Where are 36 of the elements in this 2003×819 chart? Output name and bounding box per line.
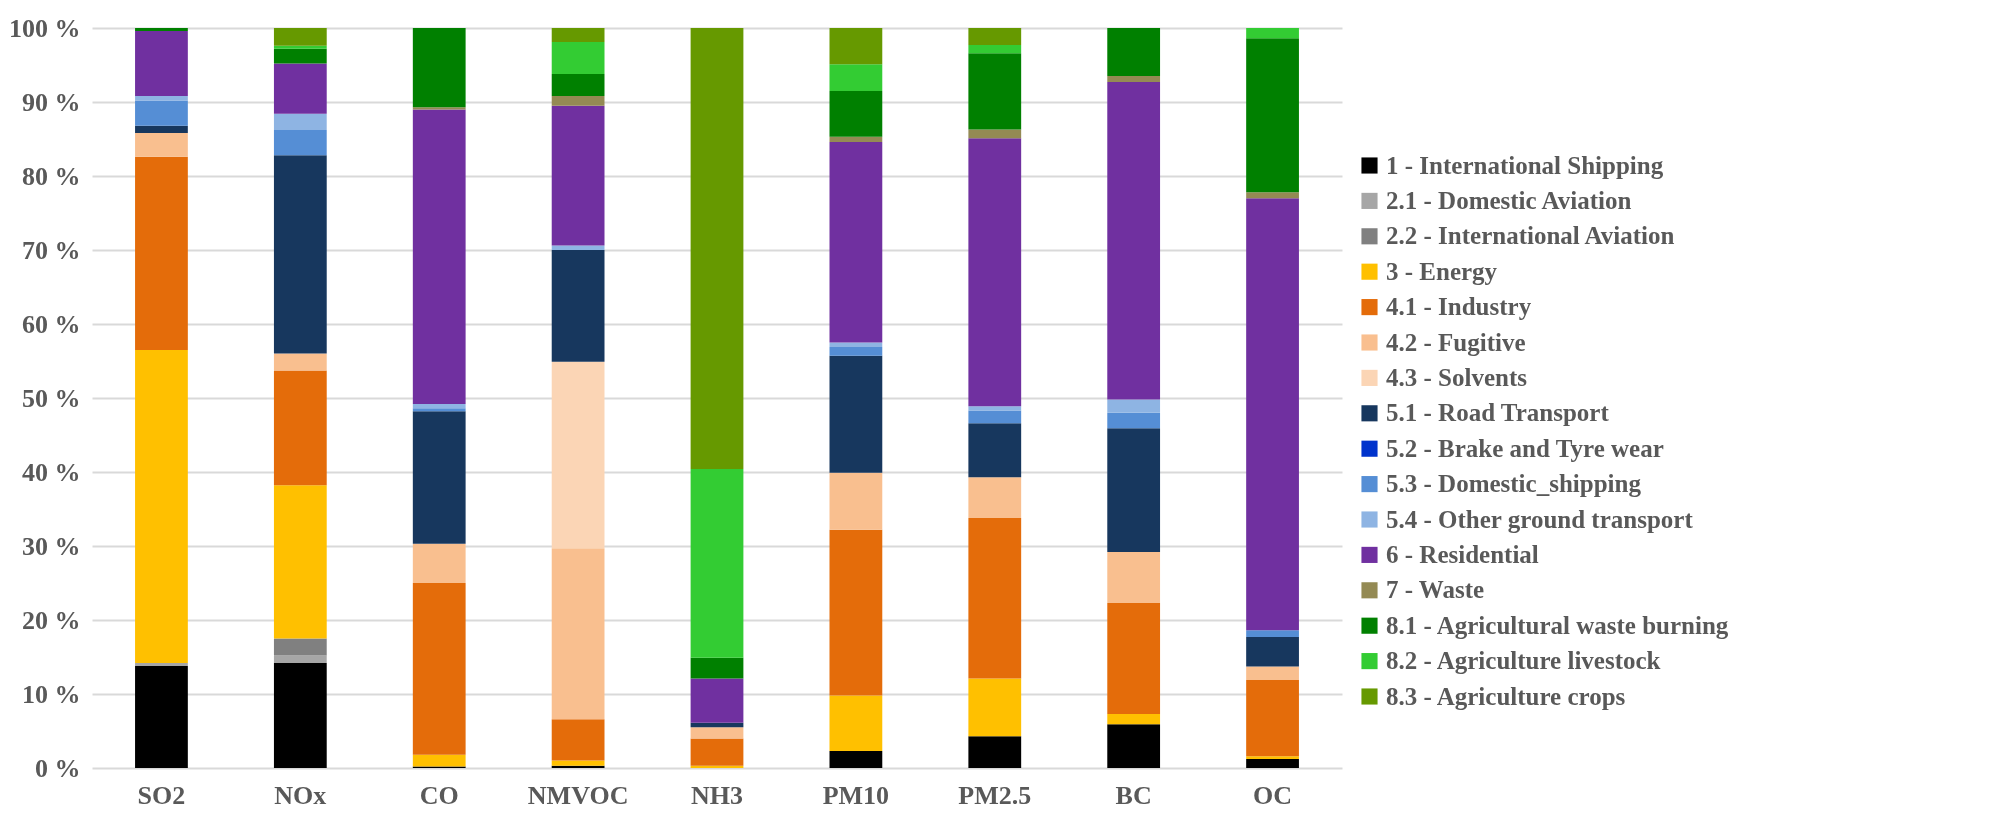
legend-label: 6 - Residential (1386, 540, 1539, 568)
y-tick-label: 20 % (22, 605, 81, 635)
x-tick-label: PM10 (822, 780, 890, 810)
legend-label: 5.2 - Brake and Tyre wear (1386, 434, 1664, 462)
legend-label: 5.4 - Other ground transport (1386, 505, 1694, 533)
y-tick-label: 70 % (22, 235, 81, 265)
y-tick-label: 60 % (22, 309, 81, 339)
y-tick-label: 0 % (35, 753, 81, 783)
legend-label: 8.1 - Agricultural waste burning (1386, 611, 1729, 639)
legend-label: 2.2 - International Aviation (1386, 222, 1675, 250)
legend-label: 1 - International Shipping (1386, 151, 1664, 179)
x-tick-label: OC (1253, 780, 1293, 810)
y-tick-label: 40 % (22, 457, 81, 487)
legend-label: 5.3 - Domestic_shipping (1386, 470, 1642, 498)
legend-label: 8.3 - Agriculture crops (1386, 682, 1626, 710)
x-tick-label: PM2.5 (958, 780, 1032, 810)
x-tick-label: NH3 (691, 780, 743, 810)
legend-label: 4.3 - Solvents (1386, 363, 1528, 391)
y-tick-label: 100 % (9, 13, 81, 43)
legend-label: 5.1 - Road Transport (1386, 399, 1610, 427)
legend-label: 4.1 - Industry (1386, 293, 1532, 321)
y-tick-label: 90 % (22, 87, 81, 117)
y-tick-label: 80 % (22, 161, 81, 191)
x-tick-label: NMVOC (527, 780, 629, 810)
x-tick-label: NOx (274, 780, 327, 810)
legend-label: 4.2 - Fugitive (1386, 328, 1526, 356)
x-tick-label: BC (1115, 780, 1152, 810)
y-tick-label: 50 % (22, 383, 81, 413)
legend-label: 3 - Energy (1386, 257, 1498, 285)
legend-label: 7 - Waste (1386, 576, 1485, 604)
y-tick-label: 30 % (22, 531, 81, 561)
legend-label: 2.1 - Domestic Aviation (1386, 186, 1632, 214)
legend-label: 8.2 - Agriculture livestock (1386, 647, 1661, 675)
x-tick-label: SO2 (137, 780, 186, 810)
x-tick-label: CO (419, 780, 459, 810)
y-tick-label: 10 % (22, 679, 81, 709)
